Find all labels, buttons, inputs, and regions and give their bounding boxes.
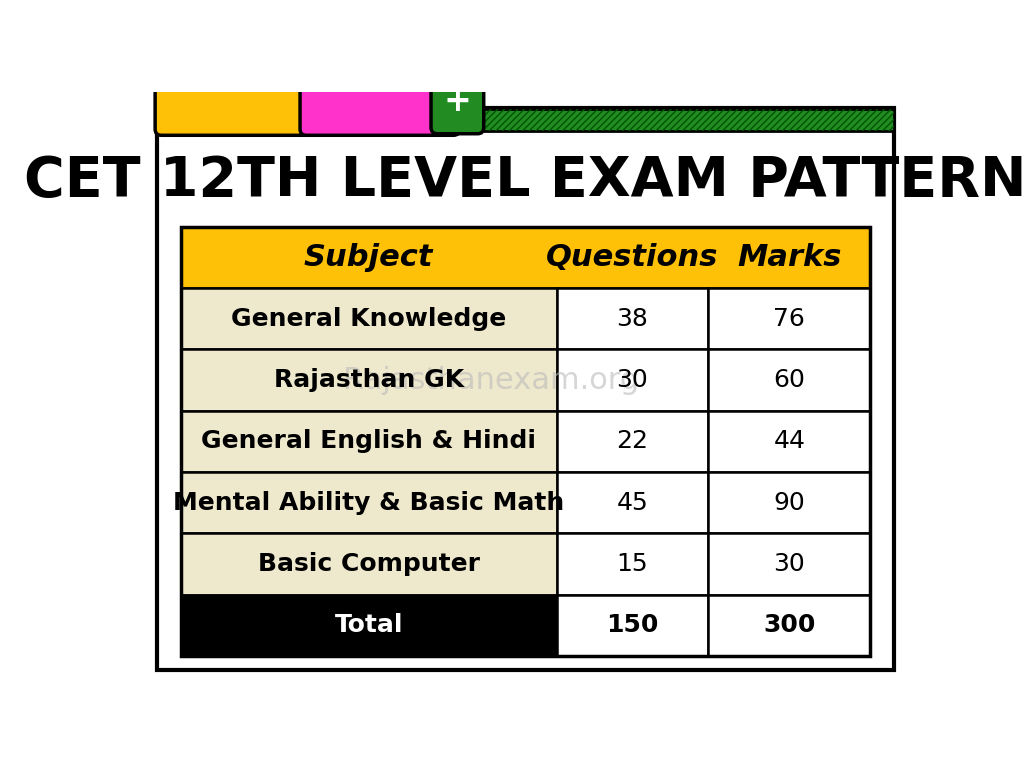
Text: 22: 22: [616, 429, 648, 453]
Bar: [557, 288, 709, 349]
Text: +: +: [443, 85, 471, 118]
Bar: [709, 411, 870, 472]
Text: Marks: Marks: [737, 243, 842, 272]
FancyBboxPatch shape: [158, 108, 894, 670]
Bar: [557, 533, 709, 594]
Text: CET 12TH LEVEL EXAM PATTERN: CET 12TH LEVEL EXAM PATTERN: [25, 154, 1024, 207]
Bar: [180, 411, 557, 472]
FancyBboxPatch shape: [300, 68, 460, 135]
Bar: [180, 472, 557, 533]
Bar: [180, 594, 557, 656]
Bar: [557, 594, 709, 656]
Bar: [158, 109, 894, 131]
Text: Subject: Subject: [304, 243, 433, 272]
Bar: [709, 533, 870, 594]
Text: 15: 15: [616, 552, 648, 576]
Text: 38: 38: [616, 306, 648, 331]
Text: Basic Computer: Basic Computer: [258, 552, 479, 576]
Bar: [158, 109, 894, 131]
Bar: [180, 533, 557, 594]
Text: 30: 30: [773, 552, 805, 576]
Text: 60: 60: [773, 368, 805, 392]
Bar: [709, 472, 870, 533]
Bar: [180, 349, 557, 411]
FancyBboxPatch shape: [155, 68, 318, 135]
Text: Total: Total: [335, 613, 402, 637]
Text: 30: 30: [616, 368, 648, 392]
Bar: [180, 227, 870, 656]
Text: Questions: Questions: [546, 243, 719, 272]
Text: General English & Hindi: General English & Hindi: [201, 429, 537, 453]
Bar: [557, 472, 709, 533]
Text: 45: 45: [616, 491, 648, 515]
Text: 44: 44: [773, 429, 806, 453]
Bar: [180, 288, 557, 349]
Text: Mental Ability & Basic Math: Mental Ability & Basic Math: [173, 491, 564, 515]
Text: Rajasthanexam.org: Rajasthanexam.org: [343, 366, 639, 395]
Text: 90: 90: [773, 491, 805, 515]
Text: General Knowledge: General Knowledge: [231, 306, 506, 331]
Bar: [709, 594, 870, 656]
FancyBboxPatch shape: [431, 72, 483, 134]
Bar: [557, 411, 709, 472]
Bar: [709, 288, 870, 349]
Text: 150: 150: [606, 613, 658, 637]
Text: Rajasthan GK: Rajasthan GK: [273, 368, 464, 392]
Bar: [709, 349, 870, 411]
Bar: [180, 227, 870, 288]
Text: 300: 300: [763, 613, 815, 637]
Text: 76: 76: [773, 306, 805, 331]
Bar: [557, 349, 709, 411]
